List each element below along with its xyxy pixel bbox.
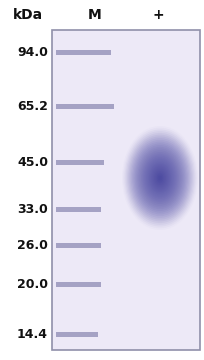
Ellipse shape — [145, 157, 175, 199]
Text: 33.0: 33.0 — [17, 203, 48, 216]
Ellipse shape — [141, 152, 179, 204]
Bar — [56, 282, 101, 287]
Ellipse shape — [147, 161, 173, 195]
Ellipse shape — [144, 156, 176, 201]
Bar — [56, 49, 111, 54]
Ellipse shape — [124, 130, 195, 226]
Ellipse shape — [128, 135, 192, 221]
Ellipse shape — [157, 175, 163, 181]
Text: 20.0: 20.0 — [17, 278, 48, 291]
Ellipse shape — [135, 143, 185, 213]
Text: +: + — [152, 8, 164, 22]
Ellipse shape — [132, 140, 188, 216]
Ellipse shape — [142, 154, 178, 202]
Ellipse shape — [122, 126, 198, 230]
Ellipse shape — [154, 169, 166, 187]
Bar — [56, 332, 98, 337]
Ellipse shape — [156, 173, 164, 183]
Bar — [52, 30, 200, 350]
Ellipse shape — [152, 168, 168, 188]
Ellipse shape — [127, 133, 193, 223]
Ellipse shape — [130, 136, 190, 220]
Ellipse shape — [140, 150, 180, 206]
Ellipse shape — [149, 162, 171, 194]
Ellipse shape — [139, 149, 182, 207]
Ellipse shape — [137, 147, 183, 209]
Text: 14.4: 14.4 — [17, 328, 48, 341]
Text: 94.0: 94.0 — [17, 45, 48, 58]
Ellipse shape — [159, 176, 161, 180]
Ellipse shape — [126, 131, 194, 225]
Text: 65.2: 65.2 — [17, 100, 48, 113]
Ellipse shape — [150, 164, 170, 192]
Text: 26.0: 26.0 — [17, 239, 48, 252]
Ellipse shape — [151, 166, 169, 190]
Ellipse shape — [136, 145, 184, 211]
Ellipse shape — [146, 159, 174, 197]
Ellipse shape — [123, 128, 197, 228]
Ellipse shape — [155, 171, 165, 185]
Text: 45.0: 45.0 — [17, 156, 48, 169]
Ellipse shape — [133, 141, 187, 215]
Text: M: M — [88, 8, 102, 22]
Bar — [56, 160, 104, 165]
Bar — [56, 243, 101, 248]
Bar — [56, 207, 101, 212]
Text: kDa: kDa — [13, 8, 43, 22]
Bar — [56, 104, 114, 109]
Ellipse shape — [131, 138, 189, 218]
